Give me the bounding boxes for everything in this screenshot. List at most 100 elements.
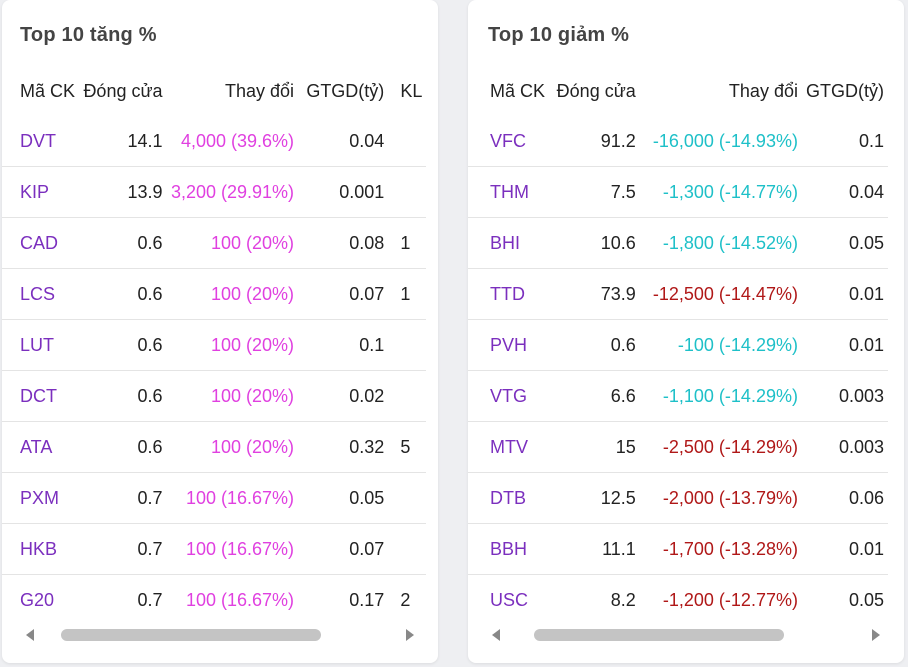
losers-title: Top 10 giảm % <box>488 24 630 46</box>
top-losers-panel: Top 10 giảm % Mã CK Đóng cửa Thay đổi GT… <box>468 0 904 663</box>
trade-value: 0.001 <box>302 166 389 218</box>
table-row[interactable]: PVH 0.6 -100 (-14.29%) 0.01 <box>468 319 888 371</box>
table-row[interactable]: ATA 0.6 100 (20%) 0.32 5 <box>2 421 426 473</box>
table-row[interactable]: PXM 0.7 100 (16.67%) 0.05 <box>2 472 426 524</box>
trade-value: 0.1 <box>858 130 884 151</box>
scroll-left-arrow-icon[interactable] <box>26 629 34 641</box>
table-row[interactable]: HKB 0.7 100 (16.67%) 0.07 <box>2 523 426 575</box>
trade-value: 0.05 <box>302 472 389 524</box>
gainers-title: Top 10 tăng % <box>20 24 157 46</box>
table-row[interactable]: TTD 73.9 -12,500 (-14.47%) 0.01 <box>468 268 888 320</box>
trade-volume: 1 <box>388 268 426 320</box>
scroll-track[interactable] <box>510 629 862 641</box>
price-change: -2,500 (-14.29%) <box>635 421 806 473</box>
col-header-value[interactable]: GTGD(tỷ) <box>806 80 884 101</box>
trade-value: 0.32 <box>302 421 389 473</box>
stock-code-link[interactable]: VTG <box>468 370 548 422</box>
col-header-volume[interactable]: KL <box>400 80 423 101</box>
trade-volume <box>388 116 426 167</box>
table-row[interactable]: USC 8.2 -1,200 (-12.77%) 0.05 <box>468 574 888 625</box>
stock-code-link[interactable]: KIP <box>2 166 79 218</box>
close-price: 0.6 <box>78 421 163 473</box>
table-row[interactable]: VFC 91.2 -16,000 (-14.93%) 0.1 <box>468 116 888 167</box>
col-header-code[interactable]: Mã CK <box>20 80 76 101</box>
scroll-thumb[interactable] <box>61 629 321 641</box>
stock-code-link[interactable]: BHI <box>468 217 548 269</box>
close-price: 6.6 <box>547 370 636 422</box>
col-header-change[interactable]: Thay đổi <box>225 80 295 101</box>
stock-code-link[interactable]: CAD <box>2 217 79 269</box>
gainers-table-viewport[interactable]: Mã CK Đóng cửa Thay đổi GTGD(tỷ) KL DVT 1… <box>2 66 426 626</box>
close-price: 0.7 <box>78 523 163 575</box>
trade-value: 0.003 <box>805 370 888 422</box>
table-row[interactable]: VTG 6.6 -1,100 (-14.29%) 0.003 <box>468 370 888 422</box>
table-row[interactable]: BHI 10.6 -1,800 (-14.52%) 0.05 <box>468 217 888 269</box>
table-row[interactable]: MTV 15 -2,500 (-14.29%) 0.003 <box>468 421 888 473</box>
close-price: 11.1 <box>547 523 636 575</box>
trade-value: 0.06 <box>805 472 888 524</box>
close-price: 7.5 <box>547 166 636 218</box>
stock-code-link[interactable]: LUT <box>2 319 79 371</box>
losers-table-viewport[interactable]: Mã CK Đóng cửa Thay đổi GTGD(tỷ) VFC 91.2… <box>468 66 888 626</box>
table-row[interactable]: DVT 14.1 4,000 (39.6%) 0.04 <box>2 116 426 167</box>
scroll-right-arrow-icon[interactable] <box>406 629 414 641</box>
trade-volume <box>388 472 426 524</box>
scroll-right-arrow-icon[interactable] <box>872 629 880 641</box>
close-price: 0.6 <box>78 268 163 320</box>
price-change: 100 (20%) <box>162 421 303 473</box>
scroll-thumb[interactable] <box>534 629 784 641</box>
price-change: -1,700 (-13.28%) <box>635 523 806 575</box>
price-change: -1,200 (-12.77%) <box>635 574 806 625</box>
close-price: 14.1 <box>127 130 163 151</box>
table-row[interactable]: BBH 11.1 -1,700 (-13.28%) 0.01 <box>468 523 888 575</box>
col-header-code[interactable]: Mã CK <box>490 80 546 101</box>
table-row[interactable]: DTB 12.5 -2,000 (-13.79%) 0.06 <box>468 472 888 524</box>
table-row[interactable]: G20 0.7 100 (16.67%) 0.17 2 <box>2 574 426 625</box>
price-change: 100 (20%) <box>162 319 303 371</box>
stock-code-link[interactable]: LCS <box>2 268 79 320</box>
stock-code-link[interactable]: DVT <box>20 130 56 151</box>
stock-code-link[interactable]: PVH <box>468 319 548 371</box>
table-row[interactable]: THM 7.5 -1,300 (-14.77%) 0.04 <box>468 166 888 218</box>
close-price: 10.6 <box>547 217 636 269</box>
losers-horizontal-scrollbar[interactable] <box>482 625 884 645</box>
trade-value: 0.01 <box>805 523 888 575</box>
trade-volume <box>388 319 426 371</box>
stock-code-link[interactable]: ATA <box>2 421 79 473</box>
trade-volume <box>388 166 426 218</box>
close-price: 91.2 <box>600 130 636 151</box>
table-row[interactable]: CAD 0.6 100 (20%) 0.08 1 <box>2 217 426 269</box>
stock-code-link[interactable]: BBH <box>468 523 548 575</box>
close-price: 0.6 <box>78 217 163 269</box>
stock-code-link[interactable]: VFC <box>490 130 526 151</box>
trade-value: 0.01 <box>805 319 888 371</box>
gainers-header-row: Mã CK Đóng cửa Thay đổi GTGD(tỷ) KL <box>2 66 426 116</box>
close-price: 0.6 <box>78 319 163 371</box>
stock-code-link[interactable]: USC <box>468 574 548 625</box>
close-price: 8.2 <box>547 574 636 625</box>
scroll-track[interactable] <box>44 629 396 641</box>
price-change: 3,200 (29.91%) <box>162 166 303 218</box>
col-header-close[interactable]: Đóng cửa <box>83 80 163 101</box>
trade-volume <box>388 523 426 575</box>
stock-code-link[interactable]: DCT <box>2 370 79 422</box>
scroll-left-arrow-icon[interactable] <box>492 629 500 641</box>
stock-code-link[interactable]: THM <box>468 166 548 218</box>
stock-code-link[interactable]: MTV <box>468 421 548 473</box>
col-header-change[interactable]: Thay đổi <box>728 80 798 101</box>
gainers-horizontal-scrollbar[interactable] <box>16 625 418 645</box>
stock-code-link[interactable]: PXM <box>2 472 79 524</box>
table-row[interactable]: KIP 13.9 3,200 (29.91%) 0.001 <box>2 166 426 218</box>
trade-value: 0.08 <box>302 217 389 269</box>
price-change: 100 (16.67%) <box>162 574 303 625</box>
trade-volume <box>388 370 426 422</box>
table-row[interactable]: LCS 0.6 100 (20%) 0.07 1 <box>2 268 426 320</box>
table-row[interactable]: LUT 0.6 100 (20%) 0.1 <box>2 319 426 371</box>
col-header-close[interactable]: Đóng cửa <box>556 80 636 101</box>
table-row[interactable]: DCT 0.6 100 (20%) 0.02 <box>2 370 426 422</box>
stock-code-link[interactable]: TTD <box>468 268 548 320</box>
stock-code-link[interactable]: G20 <box>2 574 79 625</box>
stock-code-link[interactable]: HKB <box>2 523 79 575</box>
col-header-value[interactable]: GTGD(tỷ) <box>306 80 385 101</box>
stock-code-link[interactable]: DTB <box>468 472 548 524</box>
